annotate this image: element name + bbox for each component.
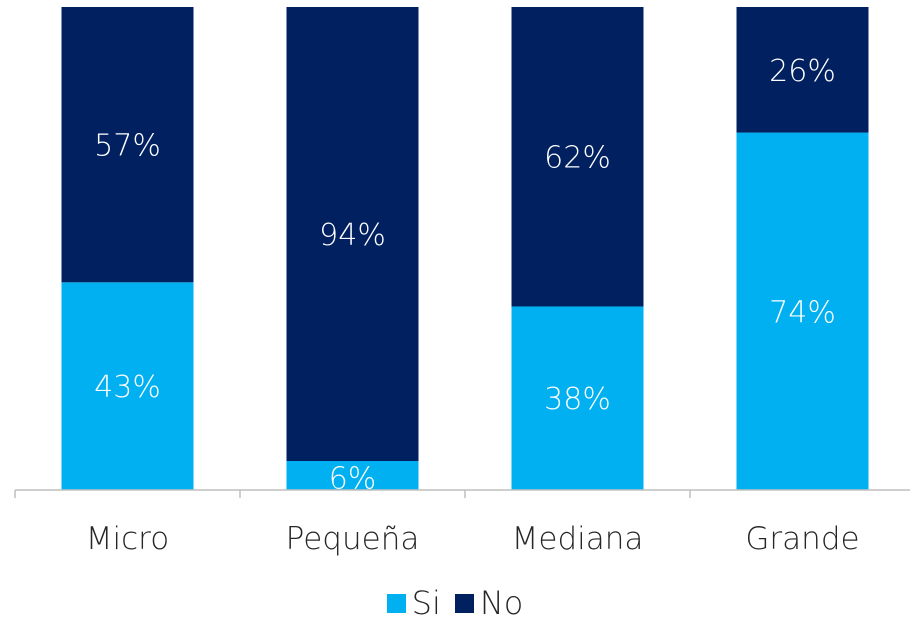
bar-si-1 (286, 461, 419, 490)
category-label-3: Grande (745, 521, 859, 557)
bar-no-2 (511, 7, 644, 307)
data-label-no-0: 57% (94, 129, 161, 164)
label-group: 43% 57% Micro 6% 94% Pequeña 38% 62% Mediana 74% 2… (86, 54, 860, 557)
data-label-si-1: 6% (329, 462, 377, 497)
legend-label-si: Si (411, 584, 441, 622)
data-label-no-1: 94% (319, 218, 386, 253)
x-axis (14, 489, 910, 498)
category-label-1: Pequeña (286, 521, 420, 557)
data-label-si-2: 38% (544, 382, 611, 417)
legend: Si No (0, 584, 910, 622)
bar-no-3 (736, 7, 869, 133)
bar-si-3 (736, 132, 869, 490)
bar-no-0 (61, 7, 194, 283)
legend-swatch-si (386, 593, 406, 613)
category-label-0: Micro (86, 521, 169, 557)
bar-si-0 (61, 282, 194, 490)
data-label-si-0: 43% (94, 370, 161, 405)
bar-group (61, 7, 869, 490)
category-label-2: Mediana (512, 521, 644, 557)
legend-swatch-no (454, 593, 474, 613)
data-label-no-3: 26% (769, 54, 836, 89)
data-label-si-3: 74% (769, 295, 836, 330)
data-label-no-2: 62% (544, 141, 611, 176)
bar-si-2 (511, 306, 644, 490)
legend-item-si: Si (386, 584, 441, 622)
legend-label-no: No (479, 584, 524, 622)
bar-no-1 (286, 7, 419, 462)
legend-item-no: No (454, 584, 524, 622)
